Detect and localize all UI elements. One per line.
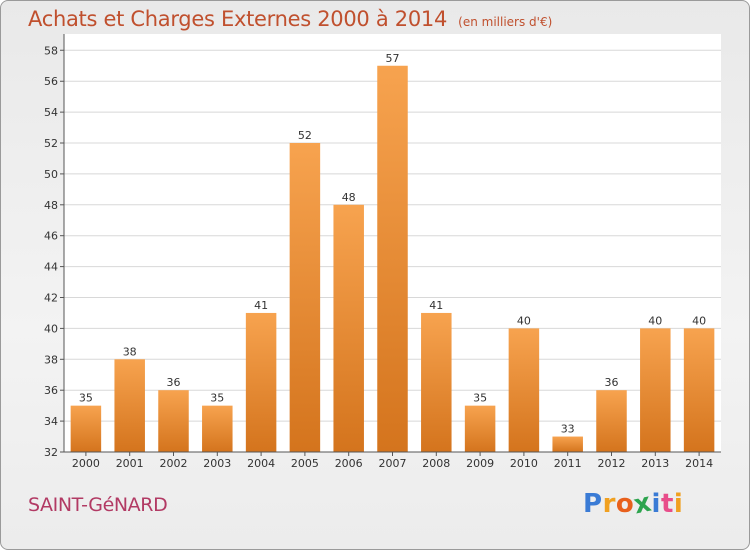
bar bbox=[114, 359, 145, 452]
chart-title-main: Achats et Charges Externes 2000 à 2014 bbox=[28, 7, 448, 31]
bar-value-label: 35 bbox=[210, 392, 224, 405]
y-tick-label: 50 bbox=[44, 168, 58, 181]
x-tick-label: 2009 bbox=[466, 457, 494, 470]
x-tick-label: 2002 bbox=[160, 457, 188, 470]
bar-value-label: 41 bbox=[254, 299, 268, 312]
bar-value-label: 40 bbox=[648, 314, 662, 327]
chart-title: Achats et Charges Externes 2000 à 2014 (… bbox=[28, 7, 552, 31]
bar-value-label: 36 bbox=[605, 376, 619, 389]
bar bbox=[464, 405, 496, 452]
y-tick-label: 40 bbox=[44, 322, 58, 335]
bar bbox=[421, 312, 452, 452]
logo-letter: P bbox=[583, 489, 603, 519]
x-tick-label: 2006 bbox=[335, 457, 363, 470]
bar bbox=[640, 328, 671, 452]
place-name: SAINT-GéNARD bbox=[28, 494, 168, 516]
x-tick-label: 2010 bbox=[510, 457, 538, 470]
x-tick-label: 2003 bbox=[203, 457, 231, 470]
bar bbox=[596, 390, 627, 452]
x-tick-label: 2013 bbox=[641, 457, 669, 470]
bar bbox=[377, 65, 408, 452]
x-tick-label: 2005 bbox=[291, 457, 319, 470]
bar-value-label: 40 bbox=[692, 314, 706, 327]
bar bbox=[245, 312, 277, 452]
bar bbox=[683, 328, 715, 452]
logo-letter: r bbox=[602, 489, 616, 519]
y-tick-label: 54 bbox=[44, 106, 58, 119]
y-tick-label: 36 bbox=[44, 384, 58, 397]
y-tick-label: 46 bbox=[44, 230, 58, 243]
logo-letter: i bbox=[651, 489, 661, 519]
bar-value-label: 41 bbox=[429, 299, 443, 312]
y-tick-label: 56 bbox=[44, 75, 58, 88]
y-tick-label: 52 bbox=[44, 137, 58, 150]
bar-value-label: 40 bbox=[517, 314, 531, 327]
y-tick-label: 48 bbox=[44, 199, 58, 212]
bar bbox=[70, 405, 102, 452]
bar-value-label: 35 bbox=[473, 392, 487, 405]
bar-value-label: 52 bbox=[298, 129, 312, 142]
y-tick-label: 42 bbox=[44, 292, 58, 305]
bar bbox=[508, 328, 540, 452]
bars: 35 38 36 35 41 52 48 57 41 35 40 33 36 40 40 bbox=[70, 52, 715, 452]
chart-title-unit: (en milliers d'€) bbox=[458, 15, 553, 29]
bar bbox=[333, 204, 364, 452]
x-tick-label: 2014 bbox=[685, 457, 713, 470]
bar-value-label: 38 bbox=[123, 345, 137, 358]
x-tick-label: 2008 bbox=[422, 457, 450, 470]
x-tick-label: 2007 bbox=[379, 457, 407, 470]
x-tick-label: 2004 bbox=[247, 457, 275, 470]
bar bbox=[202, 405, 233, 452]
x-tick-label: 2011 bbox=[554, 457, 582, 470]
bar bbox=[158, 390, 189, 452]
bar bbox=[552, 436, 583, 452]
bar-value-label: 48 bbox=[342, 191, 356, 204]
logo-letter: i bbox=[673, 489, 684, 519]
x-tick-label: 2001 bbox=[116, 457, 144, 470]
x-tick-label: 2012 bbox=[598, 457, 626, 470]
axes: 32 34 36 38 40 42 44 46 48 50 52 54 56 58 2000 2001 2002… bbox=[44, 34, 721, 470]
bar-value-label: 36 bbox=[167, 376, 181, 389]
bar-value-label: 35 bbox=[79, 392, 93, 405]
y-tick-label: 58 bbox=[44, 44, 58, 57]
y-tick-label: 38 bbox=[44, 353, 58, 366]
bar bbox=[289, 143, 321, 452]
y-tick-label: 32 bbox=[44, 446, 58, 459]
bar-value-label: 57 bbox=[386, 52, 400, 65]
bar-value-label: 33 bbox=[561, 423, 575, 436]
logo-letter: t bbox=[660, 489, 674, 519]
proxiti-logo: Proxiti bbox=[583, 488, 684, 521]
y-tick-label: 44 bbox=[44, 261, 58, 274]
logo-letter: o bbox=[615, 489, 635, 519]
y-tick-label: 34 bbox=[44, 415, 58, 428]
x-tick-label: 2000 bbox=[72, 457, 100, 470]
